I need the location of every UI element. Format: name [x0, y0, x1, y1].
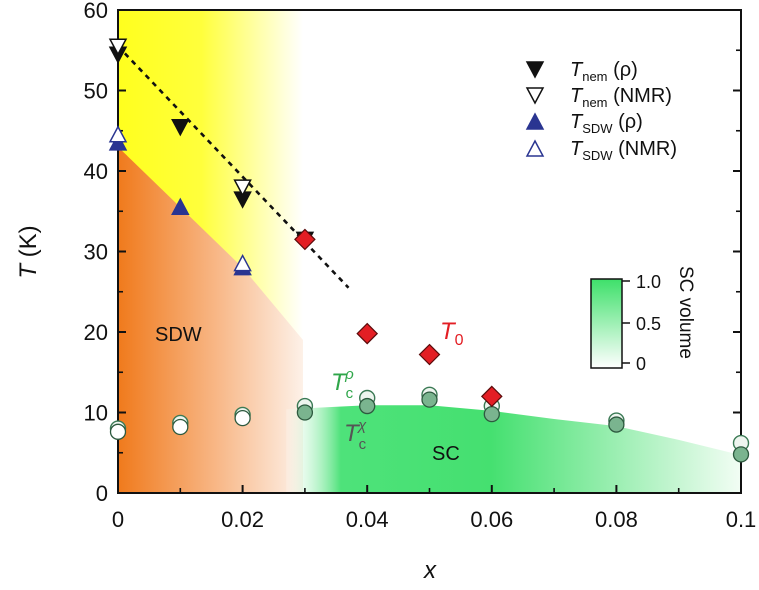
y-tick-label: 50: [84, 79, 108, 104]
x-tick-label: 0.06: [470, 507, 513, 532]
colorbar-title: SC volume: [675, 266, 696, 359]
colorbar-gradient: [590, 278, 623, 369]
tsdw-rho-marker: [171, 197, 190, 215]
sc-dome-region: [286, 405, 741, 493]
x-tick-label: 0.02: [221, 507, 264, 532]
tnem-rho-marker: [171, 118, 190, 137]
y-tick-label: 60: [84, 0, 108, 23]
t0-label: T0: [440, 318, 464, 349]
x-tick-label: 0: [112, 507, 124, 532]
tc-chi-marker: [172, 418, 189, 436]
y-axis-label-symbol: T: [15, 262, 42, 279]
colorbar-tick-label-0: 0: [636, 354, 646, 374]
y-axis-label-unit: (K): [15, 225, 42, 264]
sdw-region: [118, 146, 303, 493]
tc-chi-marker: [109, 423, 127, 440]
legend-item-tnem-nmr: Tnem (NMR): [525, 85, 672, 110]
sc-volume-colorbar: 1.0 0.5 0 SC volume: [590, 266, 696, 374]
colorbar-tick-label-1: 1.0: [636, 272, 661, 292]
tnem-nmr-marker: [233, 179, 252, 197]
tc-chi-marker: [421, 391, 438, 408]
y-tick-label: 20: [84, 320, 108, 345]
t0-marker: [356, 322, 379, 345]
t0-marker: [418, 343, 441, 366]
t0-marker: [294, 228, 316, 251]
tc-chi-label: Tcχ: [344, 417, 367, 453]
tc-chi-marker: [359, 397, 376, 415]
x-tick-label: 0.1: [726, 507, 757, 532]
legend: Tnem (ρ) Tnem (NMR) TSDW (ρ) TSDW (NMR): [525, 59, 677, 163]
x-axis-label: x: [423, 557, 437, 584]
y-tick-label: 10: [84, 401, 108, 426]
y-tick-label: 30: [84, 240, 108, 265]
svg-text:Tnem (NMR): Tnem (NMR): [570, 85, 672, 110]
y-tick-label: 40: [84, 159, 108, 184]
svg-text:Tnem (ρ): Tnem (ρ): [570, 59, 638, 84]
x-tick-label: 0.04: [346, 507, 389, 532]
tnem-nmr-marker: [108, 38, 128, 56]
sdw-label: SDW: [155, 324, 202, 346]
tc-chi-marker: [732, 446, 750, 463]
legend-item-tnem-rho: Tnem (ρ): [525, 59, 638, 84]
svg-text:TSDW (NMR): TSDW (NMR): [570, 138, 677, 163]
t0-marker: [480, 385, 503, 408]
tc-chi-marker: [234, 409, 251, 427]
nematic-region: [118, 10, 303, 341]
tsdw-nmr-marker: [233, 253, 252, 272]
sc-label: SC: [432, 443, 460, 465]
tsdw-nmr-marker: [108, 125, 128, 143]
tc-chi-marker: [296, 404, 314, 421]
y-axis-label: T (K): [15, 225, 42, 278]
legend-marker-tsdw-rho: [525, 112, 545, 130]
legend-marker-tnem-rho: [525, 61, 545, 79]
tc-rho-label: Tcρ: [331, 366, 354, 402]
svg-text:TSDW (ρ): TSDW (ρ): [570, 111, 643, 136]
legend-marker-tnem-nmr: [525, 87, 545, 105]
legend-item-tsdw-nmr: TSDW (NMR): [525, 138, 677, 163]
y-tick-label: 0: [96, 481, 108, 506]
legend-marker-tsdw-nmr: [525, 139, 545, 157]
tc-chi-marker: [483, 405, 500, 423]
x-tick-label: 0.08: [595, 507, 638, 532]
legend-item-tsdw-rho: TSDW (ρ): [525, 111, 643, 136]
tc-chi-marker: [608, 416, 625, 433]
colorbar-tick-label-05: 0.5: [636, 314, 661, 334]
